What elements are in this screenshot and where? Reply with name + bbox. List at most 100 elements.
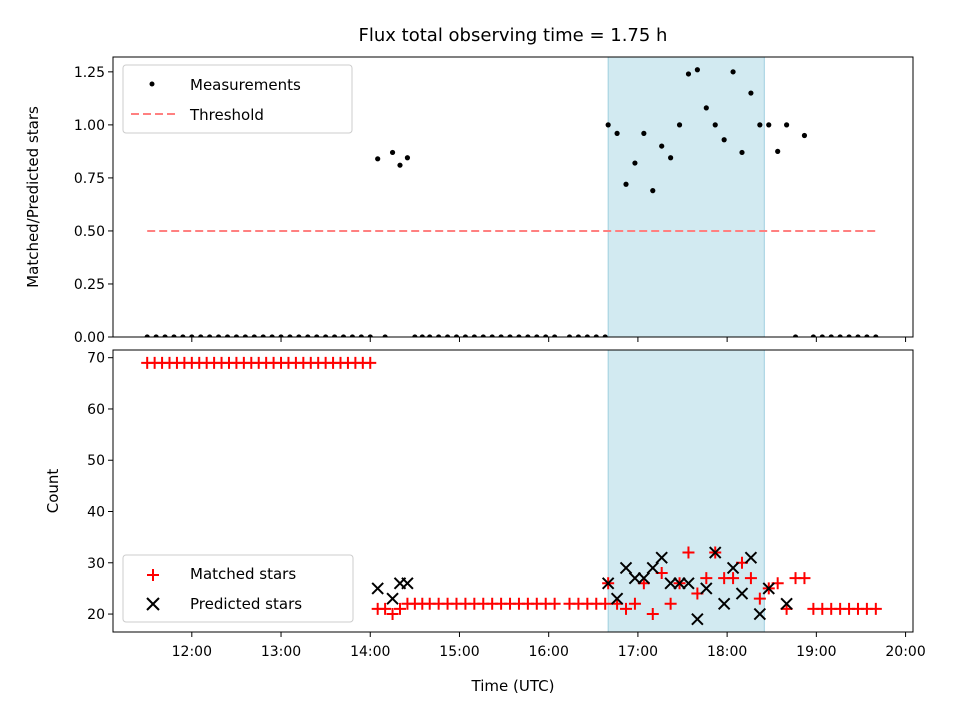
chart-title: Flux total observing time = 1.75 h xyxy=(359,25,668,46)
measurement-point xyxy=(801,132,808,139)
x-tick-label: 12:00 xyxy=(172,644,212,660)
x-tick-label: 16:00 xyxy=(529,644,569,660)
measurement-point xyxy=(412,334,418,337)
predicted-star-point xyxy=(655,551,668,564)
predicted-star-point xyxy=(682,577,695,590)
legend-bottom: Matched stars Predicted stars xyxy=(122,554,354,623)
legend-label-threshold: Threshold xyxy=(189,106,264,124)
y-tick-label: 30 xyxy=(87,556,105,572)
measurement-point xyxy=(215,334,222,337)
measurement-point xyxy=(462,334,469,337)
measurement-point xyxy=(837,334,843,337)
measurement-point xyxy=(632,160,638,166)
legend-label-predicted: Predicted stars xyxy=(190,595,302,613)
measurement-point xyxy=(623,181,629,187)
measurement-point xyxy=(224,334,231,337)
measurement-point xyxy=(685,71,692,77)
measurement-point xyxy=(819,334,825,337)
matched-star-point xyxy=(682,546,695,559)
predicted-star-point xyxy=(646,561,659,575)
measurement-point xyxy=(444,334,451,337)
predicted-star-point xyxy=(753,607,767,621)
y-tick-label: 0.00 xyxy=(74,330,105,346)
measurement-point xyxy=(382,334,388,337)
measurement-point xyxy=(757,122,763,128)
measurement-point xyxy=(641,130,647,136)
x-axis-bottom: 12:00 13:00 14:00 15:00 16:00 17:00 18:00 19:00… xyxy=(172,632,926,660)
measurement-point xyxy=(516,334,522,337)
legend-box-bottom xyxy=(122,554,354,623)
y-tick-label: 0.50 xyxy=(74,224,105,240)
matched-star-point xyxy=(628,597,641,610)
matched-star-point xyxy=(727,572,740,585)
y-tick-label: 70 xyxy=(87,351,105,367)
measurement-point xyxy=(189,334,195,337)
highlight-span-top xyxy=(607,56,765,338)
measurement-point xyxy=(650,188,656,194)
predicted-star-point xyxy=(709,546,722,559)
predicted-star-point xyxy=(717,597,731,611)
y-axis-label-bottom: Count xyxy=(44,469,62,514)
legend-top: Measurements Threshold xyxy=(122,64,353,134)
y-tick-label: 60 xyxy=(87,402,105,418)
measurement-point xyxy=(349,334,356,337)
matched-star-point xyxy=(664,597,677,610)
measurement-point xyxy=(605,122,611,128)
highlight-span-bottom xyxy=(607,349,765,633)
y-tick-label: 20 xyxy=(87,607,105,623)
legend-label-measurements: Measurements xyxy=(190,76,301,94)
measurement-point xyxy=(748,90,754,96)
matched-star-point xyxy=(753,592,766,605)
measurement-point xyxy=(593,334,599,337)
x-tick-label: 18:00 xyxy=(707,644,747,660)
measurement-point xyxy=(810,334,816,337)
x-tick-label: 19:00 xyxy=(796,644,836,660)
legend-plus-marker xyxy=(147,569,159,581)
measurement-point xyxy=(180,334,186,337)
legend-label-matched: Matched stars xyxy=(190,565,296,583)
y-tick-label: 1.00 xyxy=(74,118,105,134)
measurement-point xyxy=(575,334,582,337)
measurement-point xyxy=(314,334,320,337)
measurement-point xyxy=(828,334,834,337)
measurement-point xyxy=(375,156,381,162)
measurement-point xyxy=(730,69,736,75)
measurement-point xyxy=(566,334,573,337)
measurement-point xyxy=(436,334,442,337)
measurement-point xyxy=(784,122,790,128)
measurement-point xyxy=(389,149,396,156)
predicted-star-point xyxy=(726,561,740,575)
measurement-point xyxy=(668,155,674,161)
matched-star-point xyxy=(548,597,561,610)
measurement-point xyxy=(233,334,240,337)
predicted-star-point xyxy=(762,582,775,595)
predicted-star-point xyxy=(673,577,686,590)
matched-star-point xyxy=(599,597,612,610)
predicted-star-point xyxy=(610,592,624,605)
panel-ratio: 0.00 0.25 0.50 0.75 1.00 1.25 Matched/Predict… xyxy=(24,56,914,346)
measurement-point xyxy=(659,143,665,149)
measurement-point xyxy=(602,334,608,337)
axes-frame-top xyxy=(112,56,914,338)
predicted-star-point xyxy=(628,571,642,585)
measurement-point xyxy=(278,334,284,337)
y-axis-label-top: Matched/Predicted stars xyxy=(24,106,42,288)
measurement-point xyxy=(340,334,347,337)
predicted-star-point xyxy=(664,577,677,590)
matched-star-point xyxy=(744,572,757,585)
measurement-point xyxy=(846,334,852,337)
x-tick-label: 15:00 xyxy=(439,644,479,660)
measurement-point xyxy=(498,334,504,337)
matched-star-point xyxy=(379,602,392,615)
measurement-point xyxy=(614,130,620,136)
measurement-point xyxy=(489,334,495,337)
measurement-point xyxy=(712,122,718,128)
measurement-point xyxy=(543,334,549,337)
measurement-point xyxy=(584,334,590,337)
measurement-point xyxy=(855,334,861,337)
measurement-point xyxy=(305,334,311,337)
measurement-point xyxy=(251,334,257,337)
y-tick-label: 40 xyxy=(87,505,105,521)
measurement-point xyxy=(873,334,879,337)
